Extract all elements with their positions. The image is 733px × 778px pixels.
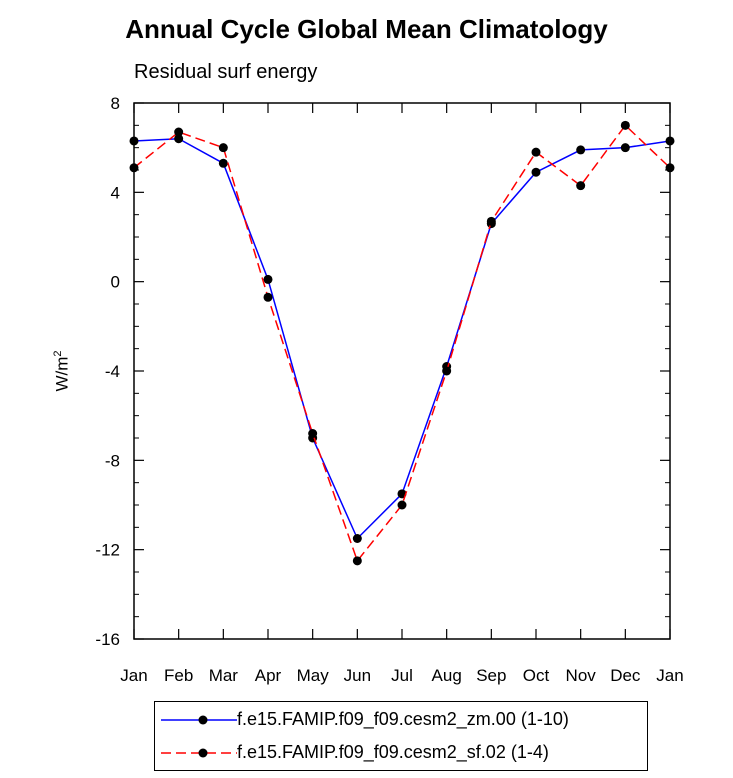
plot-frame [133,102,671,640]
y-tick-label: 8 [111,94,120,113]
x-tick-label: Jun [344,666,371,685]
legend-label-1: f.e15.FAMIP.f09_f09.cesm2_sf.02 (1-4) [237,742,549,762]
y-tick-label: 4 [111,183,120,202]
legend-item-1: f.e15.FAMIP.f09_f09.cesm2_sf.02 (1-4) [155,737,647,767]
x-tick-label: Jan [656,666,683,685]
y-tick-label: -8 [105,451,120,470]
x-tick-label: Apr [255,666,282,685]
data-point [620,120,630,130]
x-tick-label: Dec [610,666,641,685]
data-point [352,534,362,543]
legend-swatch-0 [161,715,237,725]
data-point [218,143,228,153]
x-tick-label: Sep [476,666,506,685]
data-point [218,158,228,168]
x-tick-label: Jan [120,666,147,685]
series-layer [129,120,675,566]
x-tick-label: Feb [164,666,193,685]
x-tick-label: Mar [209,666,239,685]
data-point [620,143,630,153]
x-tick-label: Aug [432,666,462,685]
data-point [576,181,586,191]
legend-label-0: f.e15.FAMIP.f09_f09.cesm2_zm.00 (1-10) [237,709,569,729]
series-line-0 [133,137,671,540]
x-tick-label: May [297,666,330,685]
data-point [352,556,362,566]
data-point [129,136,139,146]
chart-subtitle: Residual surf energy [134,61,318,83]
data-point [263,274,273,284]
legend-swatch-1 [161,748,237,758]
data-point [665,136,675,146]
data-point [129,163,139,173]
data-point [397,500,407,510]
data-point [531,147,541,157]
x-tick-label: Jul [391,666,413,685]
x-tick-label: Oct [523,666,550,685]
y-tick-label: -12 [95,541,120,560]
chart-title: Annual Cycle Global Mean Climatology [125,14,608,44]
data-point [263,292,273,302]
y-tick-label: 0 [111,273,120,292]
data-point [665,163,675,173]
legend: f.e15.FAMIP.f09_f09.cesm2_zm.00 (1-10) f… [154,701,648,771]
data-point [174,134,184,144]
data-point [174,127,184,137]
data-point [486,216,496,226]
data-point [308,429,318,439]
data-point [442,366,452,376]
legend-item-0: f.e15.FAMIP.f09_f09.cesm2_zm.00 (1-10) [155,704,647,734]
y-tick-label: -4 [105,362,120,381]
data-point [531,167,541,177]
data-point [576,145,586,155]
y-tick-label: -16 [95,630,120,649]
x-tick-label: Nov [566,666,597,685]
